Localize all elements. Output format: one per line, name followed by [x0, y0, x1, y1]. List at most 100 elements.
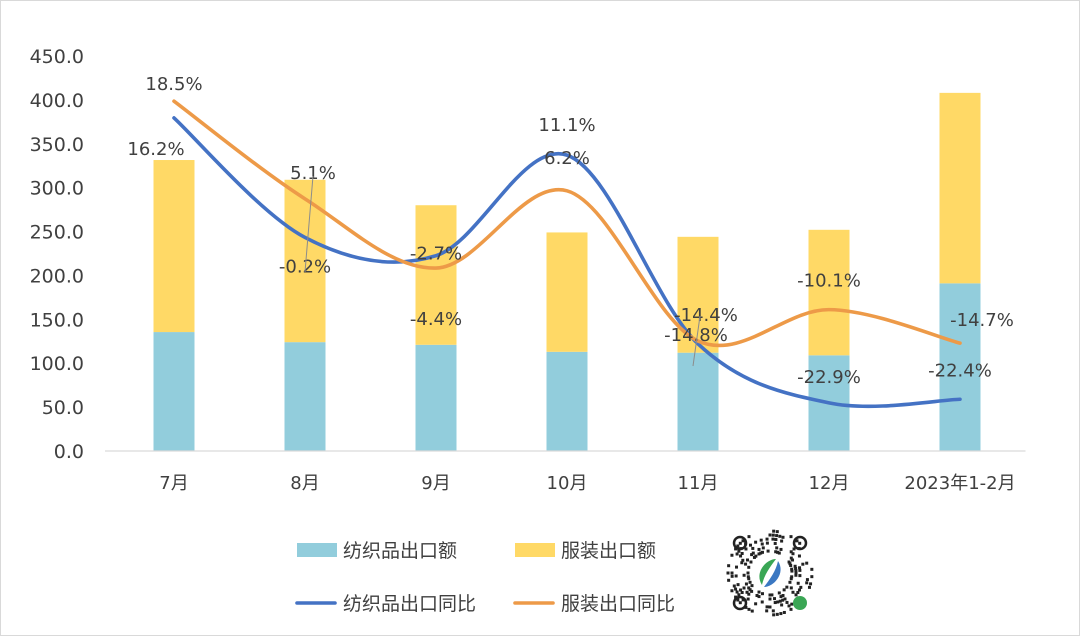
qr-dot — [737, 549, 741, 553]
qr-dot — [757, 552, 761, 556]
qr-dot — [799, 585, 803, 589]
bar-garment-export — [415, 205, 457, 345]
qr-dot — [757, 595, 761, 599]
qr-mini-program-badge — [793, 596, 807, 610]
qr-dot — [741, 539, 745, 543]
qr-dot — [735, 590, 739, 594]
qr-dot — [730, 571, 734, 575]
qr-dot — [755, 594, 759, 598]
qr-dot — [773, 597, 777, 601]
qr-dot — [809, 582, 813, 586]
qr-dot — [772, 613, 776, 617]
qr-dot — [788, 580, 792, 584]
qr-dot — [746, 575, 750, 579]
data-label: 16.2% — [127, 139, 184, 160]
qr-finder — [732, 535, 748, 551]
qr-dot — [765, 537, 769, 541]
x-tick-label: 10月 — [547, 473, 588, 494]
legend-label: 服装出口同比 — [561, 593, 675, 615]
qr-dot — [794, 593, 798, 597]
legend-label: 服装出口额 — [561, 540, 656, 562]
qr-dot — [793, 564, 797, 568]
qr-dot — [789, 563, 793, 567]
qr-dot — [794, 566, 798, 570]
qr-dot — [736, 598, 740, 602]
data-label: -2.7% — [410, 244, 462, 265]
bar-textile-export — [939, 283, 981, 451]
qr-dot — [744, 562, 748, 566]
y-tick-label: 150.0 — [30, 309, 84, 331]
qr-dot — [736, 544, 740, 548]
qr-dot — [760, 600, 764, 604]
label-leader-line — [304, 175, 314, 273]
y-tick-label: 350.0 — [30, 134, 84, 156]
qr-dot — [805, 561, 809, 565]
data-label: 6.2% — [544, 148, 590, 169]
data-label: 5.1% — [290, 163, 336, 184]
qr-logo-leaf — [764, 561, 781, 587]
qr-dot — [759, 538, 763, 542]
qr-dot — [745, 558, 749, 562]
qr-code-icon — [726, 529, 814, 617]
qr-dot — [760, 542, 764, 546]
data-label: -4.4% — [410, 309, 462, 330]
qr-dot — [796, 591, 800, 595]
qr-dot — [754, 602, 758, 606]
qr-dot — [738, 601, 742, 605]
qr-dot — [775, 534, 779, 538]
qr-dot — [746, 571, 750, 575]
qr-dot — [740, 561, 744, 565]
qr-dot — [787, 604, 791, 608]
qr-dot — [734, 587, 738, 591]
qr-dot — [779, 612, 783, 616]
x-tick-label: 2023年1-2月 — [904, 473, 1015, 494]
qr-dot — [789, 607, 793, 611]
qr-dot — [775, 530, 779, 534]
data-label: -22.9% — [797, 367, 861, 388]
y-tick-label: 400.0 — [30, 90, 84, 112]
qr-dot — [791, 552, 795, 556]
qr-dot — [779, 595, 783, 599]
qr-dot — [742, 586, 746, 590]
qr-dot — [748, 588, 752, 592]
qr-dot — [787, 560, 791, 564]
bar-textile-export — [546, 351, 588, 451]
qr-dot — [735, 552, 739, 556]
qr-dot — [736, 583, 740, 587]
qr-dot — [810, 567, 814, 571]
qr-dot — [740, 551, 744, 555]
x-tick-label: 11月 — [678, 473, 719, 494]
bar-textile-export — [415, 344, 457, 451]
qr-dot — [730, 574, 734, 578]
qr-dot — [747, 592, 751, 596]
qr-dot — [741, 598, 745, 602]
qr-dot — [740, 591, 744, 595]
qr-dot — [794, 569, 798, 573]
qr-dot — [775, 612, 779, 616]
qr-dot — [757, 547, 761, 551]
qr-dot — [747, 607, 751, 611]
qr-dot — [751, 551, 755, 555]
data-label: -10.1% — [797, 271, 861, 292]
qr-dot — [765, 541, 769, 545]
bar-garment-export — [939, 92, 981, 284]
qr-dot — [798, 574, 802, 578]
legend-label: 纺织品出口额 — [343, 540, 457, 562]
qr-dot — [797, 554, 801, 558]
y-tick-label: 0.0 — [54, 441, 84, 463]
x-tick-label: 8月 — [290, 473, 319, 494]
line-textile-yoy — [172, 116, 962, 409]
qr-dot — [768, 597, 772, 601]
qr-dot — [771, 609, 775, 613]
qr-dot — [778, 534, 782, 538]
x-tick-label: 9月 — [421, 473, 450, 494]
qr-dot — [782, 610, 786, 614]
qr-dot — [783, 597, 787, 601]
qr-dot — [746, 597, 750, 601]
qr-dot — [778, 599, 782, 603]
qr-dot — [750, 589, 754, 593]
data-label: -14.4% — [674, 305, 738, 326]
qr-dot — [750, 609, 754, 613]
qr-dot — [775, 546, 779, 550]
qr-dot — [742, 573, 746, 577]
